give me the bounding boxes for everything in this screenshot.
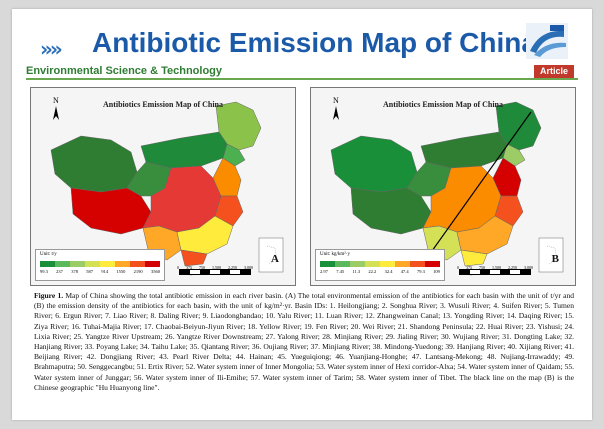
scale-label: 3,000: [524, 265, 533, 270]
legend-swatch: [70, 261, 85, 267]
legend-unit: Unit: t/y: [40, 252, 57, 257]
scale-label: 1,500: [212, 265, 221, 270]
legend-labels: 99.3 237 378 587 914 1550 2190 3560: [40, 269, 160, 274]
legend-swatch: [130, 261, 145, 267]
scale-label: 0: [177, 265, 179, 270]
legend-swatch: [145, 261, 160, 267]
legend-swatch: [380, 261, 395, 267]
scale-label: 2,250: [228, 265, 237, 270]
legend-value: 11.3: [352, 269, 361, 274]
legend-swatch: [395, 261, 410, 267]
legend: Unit: kg/km²·y 2.97 7.45 11.3 22.2 32.4 47.4 7…: [315, 249, 445, 281]
panel-letter: A: [271, 253, 279, 265]
article-badge: Article: [533, 65, 574, 78]
map-panel-emission-density: Antibiotics Emission Map of China N Unit…: [310, 87, 576, 286]
north-arrow-icon: N: [49, 96, 63, 122]
scale-label: 375: [186, 265, 192, 270]
legend-swatch: [320, 261, 335, 267]
legend-value: 1550: [116, 269, 126, 274]
legend-swatch: [365, 261, 380, 267]
scale-bar: [459, 269, 531, 275]
legend-swatch: [115, 261, 130, 267]
slide: »» Antibiotic Emission Map of China Envi…: [12, 9, 592, 420]
journal-bar: Environmental Science & Technology Artic…: [26, 65, 578, 80]
caption-lead: Figure 1.: [34, 291, 64, 300]
map-title: Antibiotics Emission Map of China: [102, 100, 224, 109]
scale-label: 3,000: [244, 265, 253, 270]
legend-unit: Unit: kg/km²·y: [320, 252, 350, 257]
scale-label: 375: [466, 265, 472, 270]
legend-value: 47.4: [400, 269, 409, 274]
map-panel-total-emission: Antibiotics Emission Map of China N Unit…: [30, 87, 296, 286]
legend-labels: 2.97 7.45 11.3 22.2 32.4 47.4 79.3 109: [320, 269, 440, 274]
scale-labels: 0 375 750 1,500 2,250 3,000: [177, 265, 253, 270]
scale-bar: [179, 269, 251, 275]
legend-swatches: [40, 261, 160, 267]
china-emission-map-b: [330, 101, 564, 276]
legend-swatch: [85, 261, 100, 267]
chevron-decoration-icon: »»: [40, 37, 63, 61]
legend-swatch: [410, 261, 425, 267]
journal-logo-icon: [526, 23, 568, 59]
legend-swatch: [100, 261, 115, 267]
scale-label: 1,500: [492, 265, 501, 270]
legend-value: 237: [56, 269, 63, 274]
north-arrow-icon: N: [329, 96, 343, 122]
scale-label: 0: [457, 265, 459, 270]
legend-value: 79.3: [416, 269, 425, 274]
legend-value: 2190: [133, 269, 143, 274]
caption-text: Map of China showing the total antibioti…: [34, 291, 574, 392]
map-title: Antibiotics Emission Map of China: [382, 100, 504, 109]
legend-value: 109: [433, 269, 440, 274]
legend-value: 99.3: [40, 269, 48, 274]
hu-huanyong-line: [416, 111, 532, 273]
legend-value: 32.4: [384, 269, 393, 274]
legend-swatch: [40, 261, 55, 267]
legend-value: 914: [101, 269, 109, 274]
legend-value: 22.2: [368, 269, 377, 274]
china-emission-map-a: [50, 101, 284, 276]
scale-label: 750: [479, 265, 485, 270]
legend-swatch: [335, 261, 350, 267]
panel-letter: B: [551, 253, 559, 265]
legend-value: 2.97: [320, 269, 328, 274]
legend-value: 3560: [150, 269, 160, 274]
legend-swatch: [350, 261, 365, 267]
scale-labels: 0 375 750 1,500 2,250 3,000: [457, 265, 533, 270]
scale-label: 2,250: [508, 265, 517, 270]
legend-swatch: [425, 261, 440, 267]
slide-title: Antibiotic Emission Map of China: [92, 27, 537, 58]
legend-value: 7.45: [336, 269, 345, 274]
legend: Unit: t/y 99.3 237 378 587 914 1550 2190 3560: [35, 249, 165, 281]
scale-label: 750: [199, 265, 205, 270]
figure-caption: Figure 1. Map of China showing the total…: [34, 291, 574, 415]
legend-value: 378: [71, 269, 78, 274]
legend-value: 587: [86, 269, 94, 274]
journal-name: Environmental Science & Technology: [26, 65, 223, 77]
legend-swatch: [55, 261, 70, 267]
legend-swatches: [320, 261, 440, 267]
